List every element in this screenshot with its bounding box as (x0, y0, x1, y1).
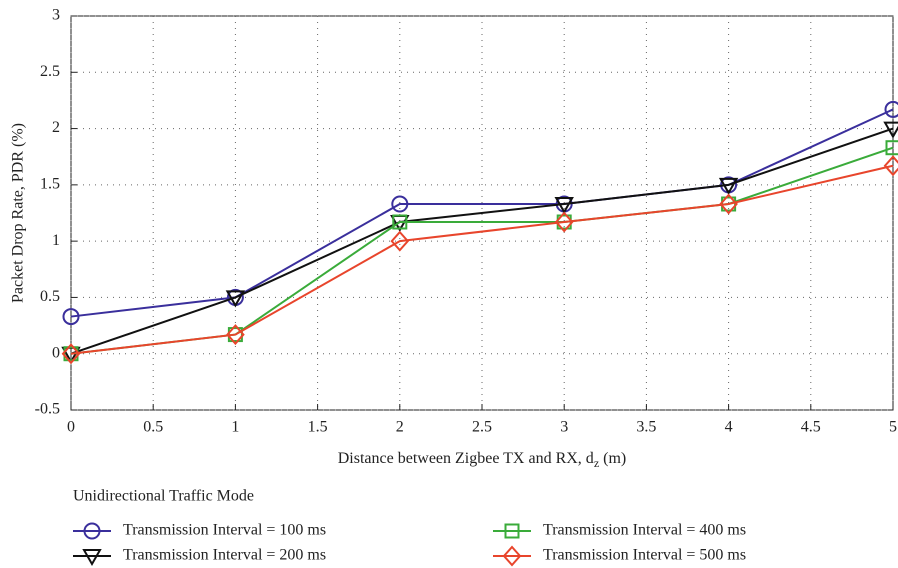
marker (392, 214, 408, 230)
marker (883, 121, 898, 139)
x-tick-label: 4.5 (801, 419, 821, 436)
y-tick-label: 1.5 (40, 176, 60, 193)
marker (554, 211, 574, 233)
marker (61, 343, 81, 365)
y-tick-label: 1 (52, 232, 60, 249)
x-tick-label: 1 (231, 419, 239, 436)
x-tick-label: 2.5 (472, 419, 492, 436)
x-axis-label-unit: (m) (599, 450, 626, 467)
y-axis-label: Packet Drop Rate, PDR (%) (10, 123, 27, 303)
y-tick-label: 0.5 (40, 288, 60, 305)
series-line (70, 127, 894, 355)
marker (62, 308, 80, 326)
x-tick-label: 3.5 (636, 419, 656, 436)
y-tick-label: 2 (52, 119, 60, 136)
x-axis-label-sub: z (594, 456, 599, 470)
legend-label: Transmission Interval = 500 ms (543, 547, 746, 564)
marker (226, 324, 245, 346)
legend-label: Transmission Interval = 200 ms (123, 547, 326, 564)
marker (883, 155, 898, 177)
marker (504, 523, 520, 539)
marker (885, 140, 898, 156)
x-tick-label: 5 (889, 419, 897, 436)
legend-label: Transmission Interval = 400 ms (543, 522, 746, 539)
y-tick-label: -0.5 (35, 401, 60, 418)
y-tick-label: 2.5 (40, 63, 60, 80)
marker (391, 195, 409, 213)
marker (83, 522, 101, 540)
marker (719, 193, 738, 215)
y-tick-label: 0 (52, 344, 60, 361)
x-axis-label-main: Distance between Zigbee TX and RX, d (338, 450, 594, 467)
x-tick-label: 1.5 (308, 419, 328, 436)
x-tick-label: 0 (67, 419, 75, 436)
marker (554, 196, 574, 215)
legend-label: Transmission Interval = 100 ms (123, 522, 326, 539)
marker (390, 230, 410, 252)
x-tick-label: 4 (725, 419, 733, 436)
x-tick-label: 2 (396, 419, 404, 436)
x-axis-label: Distance between Zigbee TX and RX, dz (m… (338, 450, 627, 470)
marker (82, 549, 102, 567)
marker (225, 290, 246, 308)
series-line (70, 108, 894, 318)
marker (718, 177, 739, 195)
x-tick-label: 0.5 (143, 419, 163, 436)
marker (884, 100, 898, 118)
series-line (70, 164, 894, 355)
marker (502, 545, 522, 567)
y-tick-label: 3 (52, 7, 60, 24)
x-tick-label: 3 (560, 419, 568, 436)
legend-title: Unidirectional Traffic Mode (73, 488, 254, 505)
